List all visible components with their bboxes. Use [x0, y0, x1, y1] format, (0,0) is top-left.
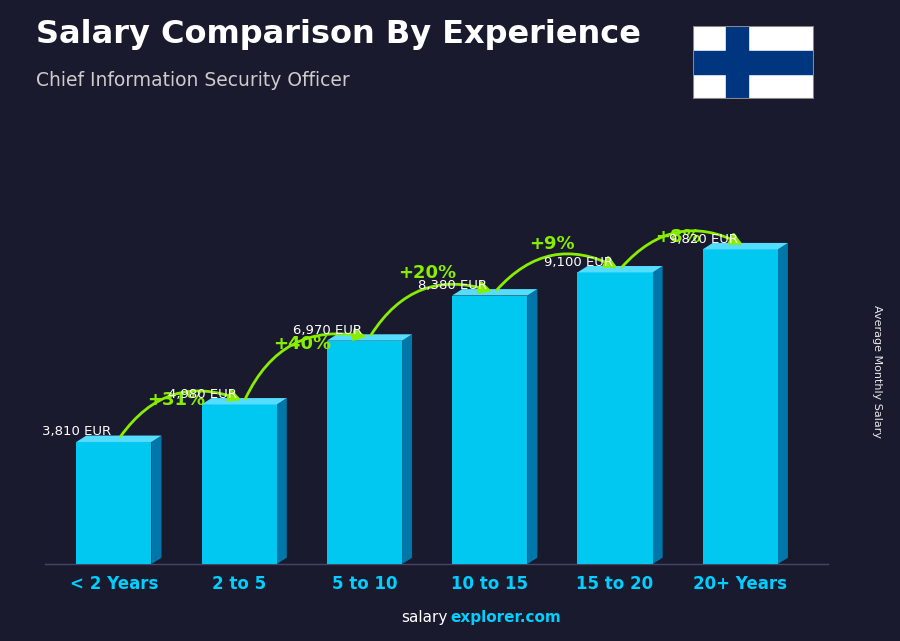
- Text: +20%: +20%: [398, 264, 456, 283]
- Bar: [327, 341, 402, 564]
- Polygon shape: [327, 335, 412, 341]
- Text: 9,100 EUR: 9,100 EUR: [544, 256, 613, 269]
- Text: 3,810 EUR: 3,810 EUR: [42, 425, 112, 438]
- Text: 8,380 EUR: 8,380 EUR: [418, 279, 487, 292]
- Bar: [725, 26, 749, 99]
- Text: Salary Comparison By Experience: Salary Comparison By Experience: [36, 19, 641, 50]
- Text: Average Monthly Salary: Average Monthly Salary: [872, 305, 883, 438]
- Bar: [202, 404, 277, 564]
- Bar: [578, 272, 652, 564]
- Polygon shape: [452, 289, 537, 296]
- Polygon shape: [652, 266, 662, 564]
- Polygon shape: [76, 436, 161, 442]
- Polygon shape: [277, 398, 287, 564]
- Polygon shape: [402, 335, 412, 564]
- Polygon shape: [703, 243, 788, 249]
- Polygon shape: [202, 398, 287, 404]
- Text: +8%: +8%: [655, 228, 700, 246]
- Polygon shape: [527, 289, 537, 564]
- Bar: [452, 296, 527, 564]
- Text: 9,820 EUR: 9,820 EUR: [669, 233, 738, 246]
- Polygon shape: [151, 436, 161, 564]
- Text: 4,980 EUR: 4,980 EUR: [167, 388, 237, 401]
- Text: Chief Information Security Officer: Chief Information Security Officer: [36, 71, 350, 90]
- Text: 6,970 EUR: 6,970 EUR: [293, 324, 362, 337]
- Text: explorer.com: explorer.com: [450, 610, 561, 625]
- Bar: [76, 442, 151, 564]
- Text: +40%: +40%: [273, 335, 331, 353]
- Bar: [693, 51, 814, 74]
- Text: +9%: +9%: [529, 235, 575, 253]
- Bar: [703, 249, 778, 564]
- Text: +31%: +31%: [148, 391, 205, 410]
- Polygon shape: [578, 266, 662, 272]
- Text: salary: salary: [400, 610, 447, 625]
- Polygon shape: [778, 243, 788, 564]
